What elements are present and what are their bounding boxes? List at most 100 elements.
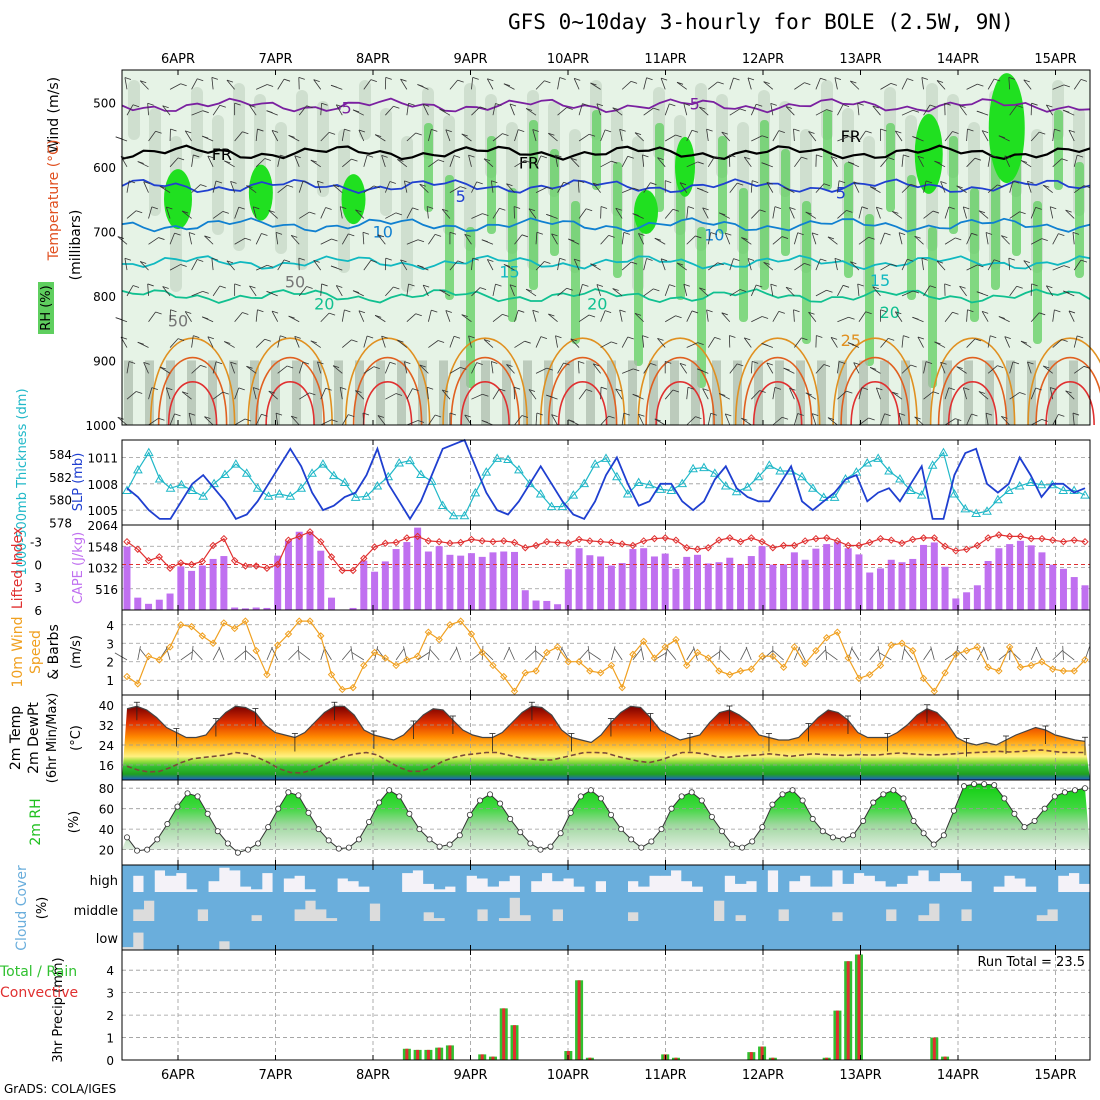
wind-barb <box>725 413 732 417</box>
wind-barb <box>483 339 491 342</box>
rh-fill <box>1048 360 1057 425</box>
surface-wind-barb <box>1062 645 1064 660</box>
cloud-bar-middle <box>928 892 940 904</box>
wind-barb <box>578 314 590 323</box>
wind-barb <box>328 312 336 316</box>
cloud-bar-low <box>122 921 134 948</box>
wind-barb <box>707 337 715 348</box>
wind-barb <box>827 417 838 426</box>
wind-barb <box>1009 285 1018 297</box>
wind-barb <box>257 128 264 132</box>
wind-barb <box>789 207 795 219</box>
wind-barb <box>341 309 345 322</box>
cloud-bar-high <box>347 865 360 882</box>
cloud-bar-middle <box>304 892 317 901</box>
surface-wind-barb <box>793 646 800 661</box>
thickness-point <box>590 459 600 468</box>
wind-barb <box>472 257 479 261</box>
wind-barb <box>148 387 153 400</box>
cloud-bar-low <box>1003 921 1016 950</box>
wind-barb <box>211 258 214 271</box>
wind-speed-point <box>198 632 207 640</box>
wind-barb <box>747 258 755 261</box>
wind-speed-point <box>672 635 680 644</box>
wind-barb <box>442 389 449 393</box>
wind-barb <box>362 413 365 426</box>
wind-barb <box>197 259 204 262</box>
thickness-point <box>514 464 524 474</box>
wind-barb <box>431 128 438 132</box>
cloud-bar-middle <box>778 892 790 910</box>
wind-barb <box>535 336 542 348</box>
wind-barb <box>993 259 1001 263</box>
thickness-point <box>775 466 786 475</box>
cloud-bar-high <box>821 865 833 887</box>
wind-barb <box>936 260 944 264</box>
lifted-index-point <box>424 537 433 545</box>
wind-barb <box>453 155 461 158</box>
cloud-bar-low <box>541 921 553 950</box>
cape-bar <box>252 607 260 610</box>
x-label-top: 13APR <box>839 52 881 67</box>
wind-barb <box>139 261 149 271</box>
wind-barb <box>751 390 760 400</box>
cloud-bar-low <box>1025 921 1037 950</box>
cape-bar <box>995 548 1003 610</box>
wind-barb <box>987 259 995 271</box>
cloud-bar-middle <box>476 892 489 910</box>
cloud-bar-high <box>659 865 672 876</box>
temp-contour <box>1035 356 1100 426</box>
surface-wind-barb <box>557 646 563 661</box>
wind-barb <box>348 233 355 237</box>
wind-barb <box>551 414 558 417</box>
rh-axis-label: RH (%) <box>39 285 54 330</box>
wind-barb <box>793 413 799 426</box>
wind-barb <box>234 207 240 219</box>
wind-barb <box>422 284 429 297</box>
wind-speed-point <box>779 663 788 671</box>
cape-bar <box>532 600 540 610</box>
wind-barb <box>619 129 623 142</box>
temp-contour <box>832 337 918 426</box>
wind-barb <box>139 80 149 90</box>
rh-fill <box>670 360 679 425</box>
rh2m-point <box>608 811 615 818</box>
wind-barb <box>834 257 842 261</box>
lifted-index-point <box>338 566 346 575</box>
wind-barb <box>890 263 898 267</box>
surface-wind-barb <box>266 646 273 661</box>
wind-barb <box>181 210 192 219</box>
wind-barb <box>750 361 753 374</box>
wind-barb <box>344 128 351 132</box>
lifted-index-point <box>672 536 680 544</box>
wind-barb <box>559 257 566 261</box>
wind-barb <box>850 80 857 84</box>
wind-barb <box>317 180 322 193</box>
wind-speed-point <box>683 661 691 670</box>
wind-barb <box>1023 260 1030 264</box>
wind-barb <box>619 309 626 313</box>
wind10-tick-label: 2 <box>106 656 114 670</box>
thickness-point <box>394 457 405 467</box>
wind-barb <box>298 181 304 193</box>
wind-barb <box>853 181 860 185</box>
cape-bar <box>392 549 400 610</box>
wind-barb <box>586 208 593 212</box>
rh-fill <box>544 360 553 425</box>
x-label-top: 14APR <box>937 52 979 67</box>
wind-barb <box>180 83 187 87</box>
wind-barb <box>332 184 343 193</box>
wind-barb <box>1052 414 1059 426</box>
wind-barb <box>1052 265 1064 271</box>
contour-label: FR <box>841 127 861 146</box>
wind-barb <box>202 316 209 320</box>
wind-barb <box>548 132 558 142</box>
rh-fill <box>817 360 826 425</box>
wind-barb <box>815 78 821 90</box>
wind-barb <box>1030 312 1040 322</box>
cloud-bar-low <box>315 921 327 950</box>
wind-barb <box>148 311 156 322</box>
wind-barb <box>1077 154 1084 158</box>
wind-barb <box>1052 129 1055 142</box>
temp-contour <box>547 356 618 426</box>
